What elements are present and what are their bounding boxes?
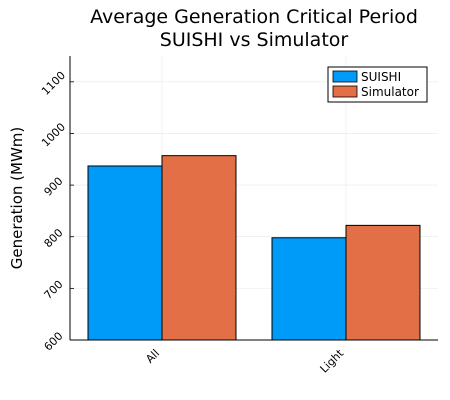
x-tick-label: All [143,347,162,366]
bar-suishi-all [87,165,163,341]
y-tick-label: 900 [42,175,66,199]
y-axis-label: Generation (MWm) [8,127,26,270]
legend-label-simulator: Simulator [361,85,419,99]
bar-simulator-light [345,224,421,341]
legend-label-suishi: SUISHI [361,70,401,84]
y-tick-label: 1100 [39,69,68,98]
x-tick-labels: All Light [143,336,347,376]
legend: SUISHI Simulator [327,66,428,103]
y-tick-label: 800 [42,226,66,250]
legend-swatch-simulator [332,85,358,98]
legend-swatch-suishi [332,70,358,83]
chart-title: Average Generation Critical Period [90,6,418,28]
bars [87,155,421,341]
y-tick-label: 700 [42,278,66,302]
bar-simulator-all [161,155,237,341]
bar-suishi-light [271,237,347,341]
y-tick-label: 1000 [39,120,68,149]
y-tick-labels: 600 700 800 900 1000 1100 [39,69,74,354]
chart-subtitle: SUISHI vs Simulator [160,29,349,51]
x-tick-label: Light [318,346,347,375]
y-tick-label: 600 [42,330,66,354]
